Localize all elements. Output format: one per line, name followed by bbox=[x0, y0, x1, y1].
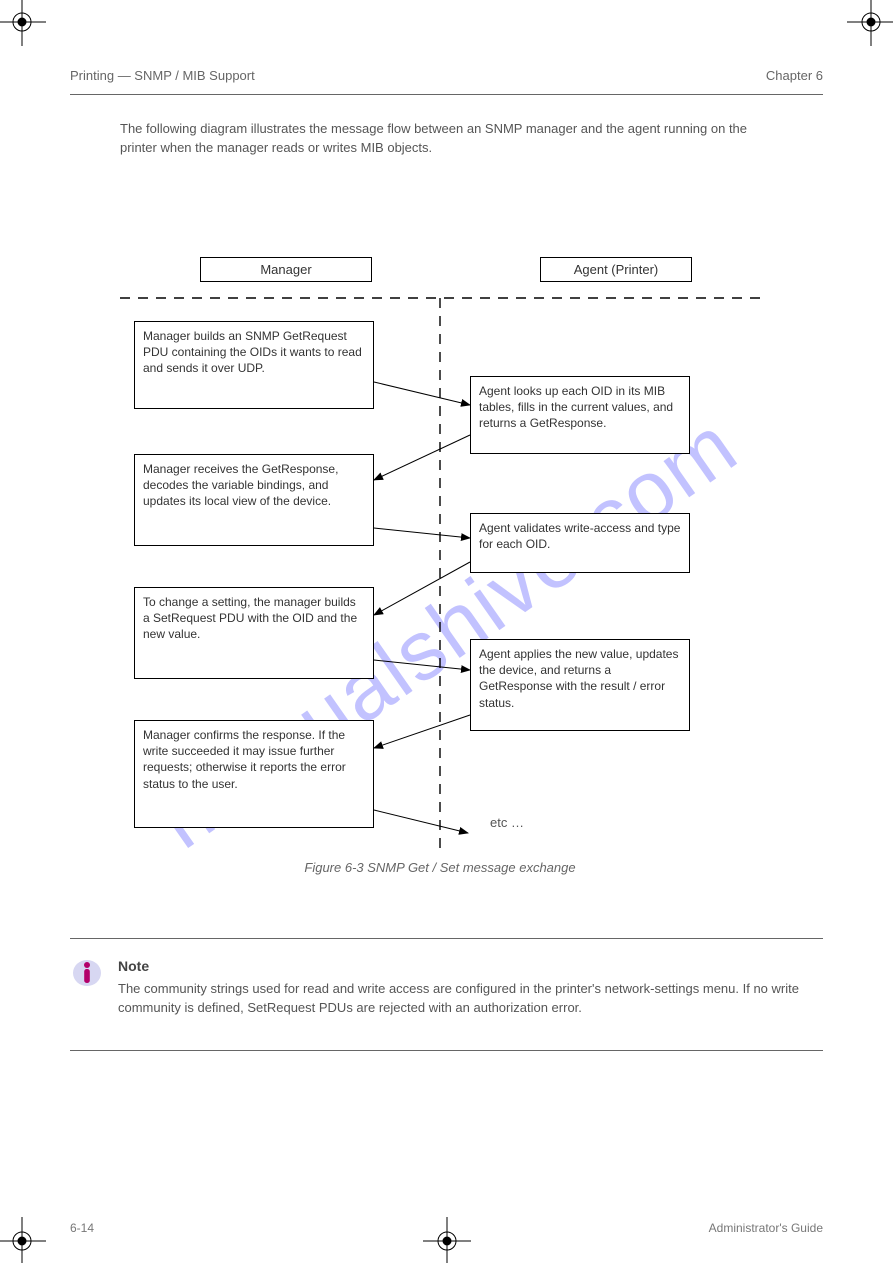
rule bbox=[70, 1050, 823, 1051]
rule bbox=[70, 938, 823, 939]
column-header-manager: Manager bbox=[200, 257, 372, 282]
flow-box-manager-2: Manager receives the GetResponse, decode… bbox=[134, 454, 374, 546]
rule bbox=[70, 94, 823, 95]
flow-box-agent-2: Agent validates write-access and type fo… bbox=[470, 513, 690, 573]
note-title: Note bbox=[118, 958, 823, 974]
flow-box-agent-1: Agent looks up each OID in its MIB table… bbox=[470, 376, 690, 454]
page-footer: 6-14 Administrator's Guide bbox=[70, 1221, 823, 1235]
crop-mark-icon bbox=[0, 0, 52, 52]
crop-mark-icon bbox=[417, 1211, 477, 1263]
crop-mark-icon bbox=[0, 1211, 52, 1263]
flow-box-manager-3: To change a setting, the manager builds … bbox=[134, 587, 374, 679]
page-number: 6-14 bbox=[70, 1221, 94, 1235]
running-head-right: Chapter 6 bbox=[766, 68, 823, 83]
flow-box-manager-1: Manager builds an SNMP GetRequest PDU co… bbox=[134, 321, 374, 409]
figure-caption: Figure 6-3 SNMP Get / Set message exchan… bbox=[120, 860, 760, 875]
footer-title: Administrator's Guide bbox=[709, 1221, 823, 1235]
running-head-left: Printing — SNMP / MIB Support bbox=[70, 68, 255, 83]
column-header-agent: Agent (Printer) bbox=[540, 257, 692, 282]
diagram-intro-text: The following diagram illustrates the me… bbox=[120, 120, 760, 158]
crop-mark-icon bbox=[841, 0, 893, 52]
page: manualshive.com Printing — SNMP / MIB Su… bbox=[0, 0, 893, 1263]
flow-box-agent-3: Agent applies the new value, updates the… bbox=[470, 639, 690, 731]
flow-diagram: The following diagram illustrates the me… bbox=[120, 120, 760, 910]
etc-label: etc … bbox=[490, 815, 524, 830]
info-icon bbox=[72, 958, 102, 988]
flow-box-manager-4: Manager confirms the response. If the wr… bbox=[134, 720, 374, 828]
note-body: The community strings used for read and … bbox=[118, 980, 823, 1018]
